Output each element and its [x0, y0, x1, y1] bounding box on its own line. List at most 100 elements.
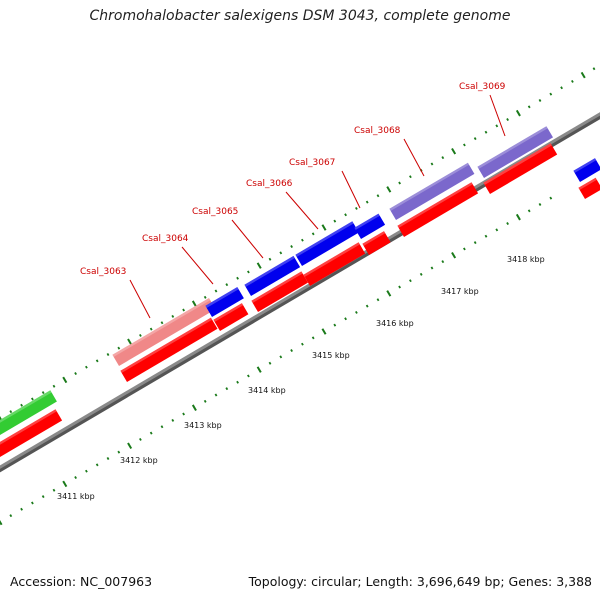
gene-feature-blue-highlight [295, 221, 354, 257]
gene-feature-blue-highlight [354, 213, 380, 230]
inner-scale-tick [256, 366, 262, 373]
inner-scale-tick [515, 213, 521, 221]
gene-feature-blue [295, 221, 359, 266]
inner-scale-tick [62, 480, 68, 488]
inner-scale-tick [171, 418, 175, 422]
inner-scale-tick [236, 380, 239, 384]
outer-scale-tick [160, 321, 164, 325]
gene-feature-green-highlight [0, 390, 52, 423]
cds-feature [397, 182, 479, 237]
gene-feature-blue-highlight [244, 255, 295, 287]
inner-scale-tick [409, 279, 412, 283]
gene-label: Csal_3064 [142, 234, 189, 244]
gene-feature-purple [389, 162, 475, 220]
gene-feature-blue-highlight [205, 287, 239, 308]
inner-scale-tick [311, 336, 315, 340]
inner-scale-tick [365, 304, 369, 308]
cds-feature-highlight [0, 409, 57, 445]
outer-scale-tick [527, 105, 531, 109]
scale-tick-label: 3414 kbp [248, 386, 286, 395]
cds-feature-highlight [120, 317, 213, 373]
gene-label: Csal_3068 [354, 126, 401, 136]
outer-scale-tick [182, 308, 185, 312]
outer-scale-tick [279, 251, 283, 255]
outer-scale-tick [386, 186, 392, 193]
outer-scale-tick [225, 283, 229, 287]
outer-scale-tick [592, 67, 596, 71]
outer-scale-tick [247, 270, 250, 274]
inner-scale-tick [506, 222, 509, 226]
cds-feature [0, 409, 63, 457]
inner-scale-tick [9, 514, 13, 518]
gene-feature-purple-highlight [477, 126, 548, 169]
inner-scale-tick [247, 374, 250, 378]
outer-scale-tick [571, 79, 574, 83]
inner-scale-tick [74, 476, 77, 480]
topology-text: Topology: circular; Length: 3,696,649 bp… [248, 574, 592, 589]
outer-scale-tick [214, 289, 218, 293]
gene-label: Csal_3067 [289, 158, 335, 168]
outer-scale-tick [301, 238, 304, 242]
inner-scale-tick [549, 196, 553, 200]
scale-tick-label: 3415 kbp [312, 351, 350, 360]
scale-tick-label: 3416 kbp [376, 319, 414, 328]
accession-text: Accession: NC_007963 [10, 574, 153, 589]
outer-scale-tick [538, 98, 542, 102]
outer-scale-tick [355, 206, 358, 210]
gene-label-leader [285, 191, 319, 230]
gene-feature-blue [244, 255, 301, 296]
inner-scale-tick [430, 266, 434, 270]
inner-scale-tick [52, 488, 56, 492]
inner-scale-tick [451, 252, 457, 259]
gene-feature-blue [573, 158, 600, 182]
outer-scale-tick [85, 365, 88, 369]
outer-scale-tick [52, 384, 56, 388]
inner-scale-tick [484, 234, 488, 238]
gene-label-leader [129, 279, 151, 319]
cds-feature [483, 143, 558, 194]
inner-scale-tick [333, 323, 337, 327]
gene-feature-green [0, 390, 57, 435]
inner-scale-tick [344, 317, 347, 321]
cds-feature [362, 231, 391, 255]
outer-scale-tick [506, 118, 509, 122]
outer-scale-tick [484, 130, 488, 134]
outer-scale-tick [409, 175, 412, 179]
outer-scale-tick [549, 92, 553, 96]
scale-tick-label: 3418 kbp [507, 255, 545, 264]
outer-scale-tick [580, 71, 586, 79]
outer-scale-tick [74, 372, 77, 376]
gene-label: Csal_3069 [459, 82, 506, 92]
gene-feature-pink-highlight [112, 298, 211, 357]
outer-scale-tick [256, 262, 262, 269]
cds-feature-highlight [303, 242, 360, 277]
cds-feature-highlight [578, 177, 597, 190]
cds-feature-highlight [251, 271, 303, 303]
gene-feature-purple [477, 126, 553, 178]
cds-feature [303, 242, 366, 286]
outer-scale-tick [95, 359, 99, 363]
scale-tick-label: 3413 kbp [184, 421, 222, 430]
inner-scale-tick [95, 463, 99, 467]
outer-scale-tick [560, 86, 563, 90]
gene-label-leader [181, 246, 214, 285]
outer-scale-tick [171, 314, 175, 318]
scale-tick-label: 3412 kbp [120, 456, 158, 465]
gene-label-leader [341, 170, 361, 209]
outer-scale-tick [290, 245, 293, 249]
gene-label-leader [231, 219, 264, 259]
outer-scale-tick [139, 333, 142, 337]
outer-scale-tick [321, 224, 327, 231]
outer-scale-tick [203, 295, 207, 299]
outer-scale-tick [495, 124, 499, 128]
inner-scale-tick [463, 247, 466, 251]
inner-scale-tick [31, 501, 34, 505]
inner-scale-tick [386, 290, 392, 297]
gene-label: Csal_3065 [192, 207, 238, 217]
inner-dotted-scale [0, 196, 553, 526]
outer-scale-tick [311, 232, 315, 236]
cds-feature [120, 317, 218, 382]
gene-label-leader [403, 138, 425, 177]
outer-scale-tick [344, 213, 347, 217]
outer-scale-tick [515, 109, 521, 117]
